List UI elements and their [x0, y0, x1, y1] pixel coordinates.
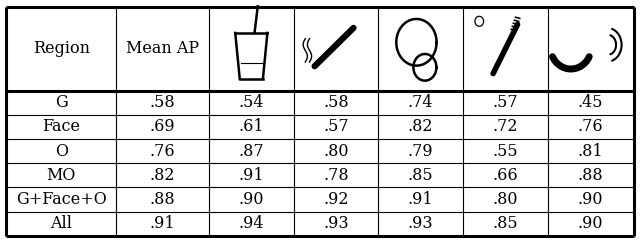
Text: .85: .85: [408, 167, 433, 184]
Text: G+Face+O: G+Face+O: [16, 191, 107, 208]
Text: MO: MO: [47, 167, 76, 184]
Text: .91: .91: [408, 191, 433, 208]
Text: Region: Region: [33, 41, 90, 58]
Text: .54: .54: [239, 94, 264, 111]
Text: .94: .94: [239, 215, 264, 232]
Text: .81: .81: [578, 143, 604, 160]
Text: .91: .91: [239, 167, 264, 184]
Text: .90: .90: [578, 215, 604, 232]
Text: Face: Face: [42, 118, 80, 135]
Text: .90: .90: [578, 191, 604, 208]
Text: .79: .79: [408, 143, 433, 160]
Text: .55: .55: [493, 143, 518, 160]
Text: .76: .76: [578, 118, 604, 135]
Text: .66: .66: [493, 167, 518, 184]
Text: All: All: [51, 215, 72, 232]
Text: .69: .69: [150, 118, 175, 135]
Text: .58: .58: [323, 94, 349, 111]
Text: .61: .61: [239, 118, 264, 135]
Text: .82: .82: [150, 167, 175, 184]
Text: .78: .78: [323, 167, 349, 184]
Text: .87: .87: [239, 143, 264, 160]
Text: .93: .93: [323, 215, 349, 232]
Text: .88: .88: [150, 191, 175, 208]
Text: Mean AP: Mean AP: [126, 41, 199, 58]
Text: .80: .80: [493, 191, 518, 208]
Text: .74: .74: [408, 94, 433, 111]
Text: .91: .91: [150, 215, 175, 232]
Text: .92: .92: [323, 191, 349, 208]
Text: .72: .72: [493, 118, 518, 135]
Text: .85: .85: [493, 215, 518, 232]
Text: .82: .82: [408, 118, 433, 135]
Text: .88: .88: [578, 167, 604, 184]
Text: .57: .57: [323, 118, 349, 135]
Text: .90: .90: [239, 191, 264, 208]
Text: .76: .76: [150, 143, 175, 160]
Text: .58: .58: [150, 94, 175, 111]
Text: .57: .57: [493, 94, 518, 111]
Text: O: O: [55, 143, 68, 160]
Text: .93: .93: [408, 215, 433, 232]
Text: .45: .45: [578, 94, 604, 111]
Text: .80: .80: [323, 143, 349, 160]
Text: G: G: [55, 94, 68, 111]
